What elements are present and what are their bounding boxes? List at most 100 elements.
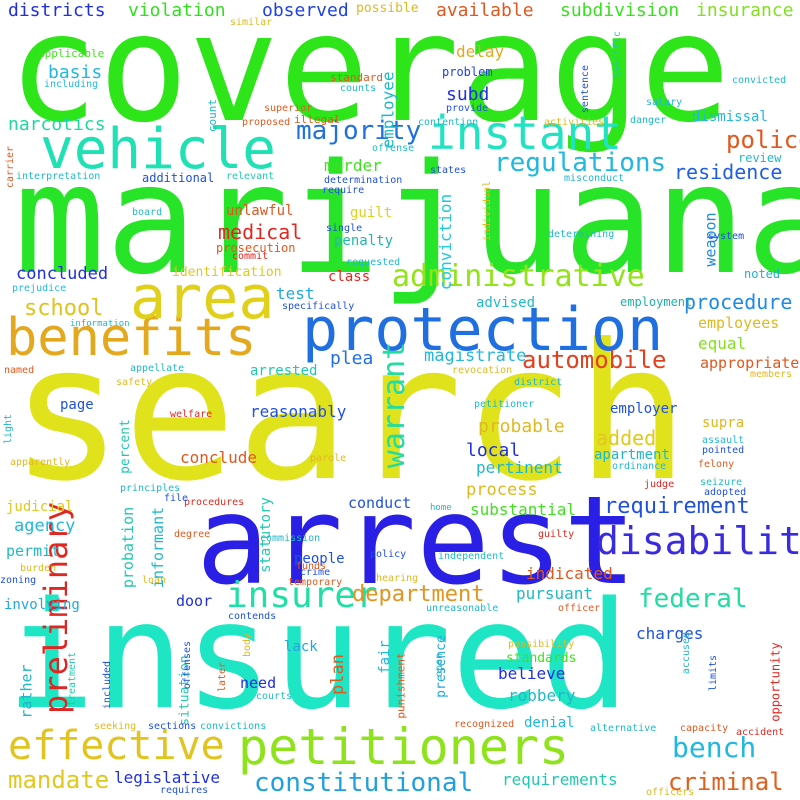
word: require [322, 185, 365, 196]
word: requirement [604, 494, 750, 519]
word: reasonably [250, 402, 347, 421]
word: carrier [5, 145, 17, 189]
word: provide [446, 103, 489, 114]
word: permit [6, 542, 61, 560]
word: contends [228, 611, 277, 622]
word: apparently [10, 457, 71, 468]
word: possible [356, 1, 419, 16]
word: individual [482, 180, 494, 242]
word: officer [558, 603, 601, 614]
word: pointed [702, 445, 745, 456]
word: benefits [6, 308, 257, 368]
word: page [60, 397, 94, 413]
word: apartment [594, 447, 670, 463]
word: school [24, 296, 104, 321]
word: principles [120, 483, 181, 494]
word: available [436, 0, 534, 21]
word: judicial [6, 499, 74, 515]
word: felony [698, 459, 735, 470]
word: single [326, 223, 363, 234]
word: conduct [348, 494, 412, 512]
word: degree [174, 529, 211, 540]
word: advised [476, 295, 536, 311]
word: hearing [376, 573, 419, 584]
word: funds [296, 561, 327, 572]
word: procedure [684, 290, 793, 314]
word: assault [702, 435, 745, 446]
word: loan [142, 575, 167, 586]
word: punishment [394, 652, 408, 719]
word: subdivision [560, 0, 680, 21]
word: requires [160, 785, 209, 796]
word: policy [370, 549, 407, 560]
word: later [217, 661, 229, 693]
word: information [70, 319, 130, 329]
word: door [176, 592, 213, 610]
word: included [102, 660, 114, 710]
word: burden [20, 563, 57, 574]
word: coverage [8, 0, 731, 156]
word: review [738, 151, 782, 165]
word: class [328, 269, 371, 285]
word: medical [218, 220, 303, 244]
word: proposed [242, 117, 291, 128]
word: requirements [502, 770, 618, 789]
word: residence [674, 160, 783, 184]
word: marijuana [14, 131, 800, 308]
word: guilt [350, 205, 393, 221]
word: district [514, 377, 563, 388]
word: supra [702, 415, 745, 431]
word: light [3, 413, 15, 445]
word: pertinent [476, 458, 563, 477]
word: regulations [494, 148, 667, 178]
word: similar [230, 17, 273, 28]
word: possibility [508, 639, 575, 650]
word: zoning [0, 575, 37, 586]
word: vehicle [40, 117, 277, 182]
word: commit [232, 251, 269, 262]
word: petitioners [238, 718, 570, 776]
word: appropriate [700, 354, 800, 372]
word: employer [610, 401, 678, 417]
word: disability [596, 519, 800, 563]
word: body [242, 632, 254, 658]
word: protection [302, 295, 664, 365]
word: determining [548, 229, 615, 240]
word: ordinance [612, 461, 667, 472]
word: probable [478, 416, 565, 437]
word: accused [681, 631, 693, 675]
word: treatment [67, 651, 79, 707]
word: appellate [130, 363, 185, 374]
word: members [750, 369, 793, 380]
word: courts [256, 691, 293, 702]
word: arrest [196, 470, 637, 612]
word: arrested [250, 363, 318, 379]
word: procedures [184, 497, 245, 508]
word: believe [498, 664, 566, 683]
word: seizure [700, 477, 743, 488]
word: convicted [732, 75, 787, 86]
word: problem [442, 65, 493, 79]
word: prosecution [216, 241, 296, 255]
word: crime [300, 567, 331, 578]
word: applicable [38, 47, 105, 60]
word: opportunity [768, 642, 783, 722]
word: test [276, 284, 315, 303]
word: misconduct [564, 173, 625, 184]
word: federal [638, 584, 748, 614]
word: penalty [334, 233, 394, 249]
word: file [164, 493, 189, 504]
word: board [132, 207, 163, 218]
word: unlawful [226, 203, 294, 219]
word: plan [327, 654, 348, 695]
word: involving [4, 597, 80, 613]
word: insured [6, 570, 630, 742]
word: violation [128, 0, 226, 21]
word: revocation [452, 365, 513, 376]
word: officers [646, 787, 695, 798]
word: conclude [180, 448, 258, 467]
word: judge [644, 479, 675, 490]
word: conviction [436, 193, 456, 291]
word: sections [148, 721, 197, 732]
word: districts [8, 0, 106, 21]
